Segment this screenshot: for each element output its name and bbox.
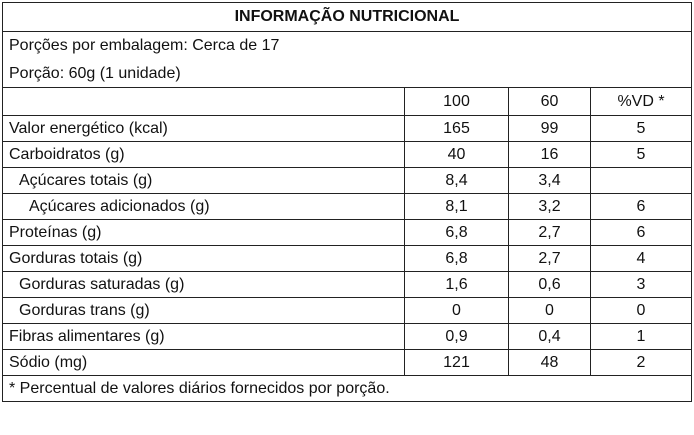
nutrient-value: 0 — [508, 297, 591, 324]
nutrition-table: INFORMAÇÃO NUTRICIONAL Porções por embal… — [2, 2, 692, 402]
nutrient-value: 0,4 — [508, 323, 591, 350]
header-blank — [2, 87, 405, 116]
nutrient-value: 40 — [404, 141, 509, 168]
title: INFORMAÇÃO NUTRICIONAL — [2, 2, 692, 32]
nutrient-name: Fibras alimentares (g) — [2, 323, 405, 350]
nutrient-row: Valor energético (kcal) 165 99 5 — [2, 115, 692, 142]
nutrient-value: 2,7 — [508, 245, 591, 272]
nutrient-value: 6,8 — [404, 219, 509, 246]
nutrient-row: Açúcares totais (g) 8,4 3,4 — [2, 167, 692, 194]
nutrient-value: 0,6 — [508, 271, 591, 298]
nutrient-name: Gorduras totais (g) — [2, 245, 405, 272]
nutrient-value: 4 — [590, 245, 692, 272]
nutrient-value: 3 — [590, 271, 692, 298]
nutrient-name: Gorduras saturadas (g) — [2, 271, 405, 298]
footnote-row: * Percentual de valores diários fornecid… — [2, 375, 692, 402]
nutrient-value: 2,7 — [508, 219, 591, 246]
table-body: INFORMAÇÃO NUTRICIONAL Porções por embal… — [2, 2, 692, 402]
nutrient-value: 5 — [590, 115, 692, 142]
nutrient-row: Sódio (mg) 121 48 2 — [2, 349, 692, 376]
nutrient-name: Valor energético (kcal) — [2, 115, 405, 142]
column-header: 60 — [508, 87, 591, 116]
nutrient-value: 165 — [404, 115, 509, 142]
nutrient-value: 1,6 — [404, 271, 509, 298]
nutrient-name: Açúcares totais (g) — [2, 167, 405, 194]
nutrient-value: 0 — [590, 297, 692, 324]
nutrient-value: 6,8 — [404, 245, 509, 272]
nutrient-value: 0,9 — [404, 323, 509, 350]
nutrient-row: Proteínas (g) 6,8 2,7 6 — [2, 219, 692, 246]
nutrient-value: 3,4 — [508, 167, 591, 194]
nutrient-value: 0 — [404, 297, 509, 324]
nutrient-row: Gorduras totais (g) 6,8 2,7 4 — [2, 245, 692, 272]
nutrient-row: Açúcares adicionados (g) 8,1 3,2 6 — [2, 193, 692, 220]
nutrient-value: 8,4 — [404, 167, 509, 194]
nutrient-value: 6 — [590, 193, 692, 220]
nutrient-value: 3,2 — [508, 193, 591, 220]
nutrient-name: Açúcares adicionados (g) — [2, 193, 405, 220]
nutrient-row: Gorduras trans (g) 0 0 0 — [2, 297, 692, 324]
nutrient-value: 99 — [508, 115, 591, 142]
nutrient-value: 16 — [508, 141, 591, 168]
nutrient-name: Gorduras trans (g) — [2, 297, 405, 324]
portion-row: Porção: 60g (1 unidade) — [2, 60, 692, 88]
portion: Porção: 60g (1 unidade) — [2, 60, 692, 88]
nutrient-name: Carboidratos (g) — [2, 141, 405, 168]
nutrient-value: 121 — [404, 349, 509, 376]
column-header: 100 — [404, 87, 509, 116]
nutrient-row: Carboidratos (g) 40 16 5 — [2, 141, 692, 168]
nutrient-value: 2 — [590, 349, 692, 376]
nutrient-value: 8,1 — [404, 193, 509, 220]
nutrient-value: 5 — [590, 141, 692, 168]
column-header: %VD * — [590, 87, 692, 116]
nutrient-row: Fibras alimentares (g) 0,9 0,4 1 — [2, 323, 692, 350]
nutrient-value: 6 — [590, 219, 692, 246]
column-header-row: 100 60 %VD * — [2, 87, 692, 116]
footnote: * Percentual de valores diários fornecid… — [2, 375, 692, 402]
nutrient-name: Sódio (mg) — [2, 349, 405, 376]
portions-row: Porções por embalagem: Cerca de 17 — [2, 31, 692, 60]
nutrient-value: 48 — [508, 349, 591, 376]
portions: Porções por embalagem: Cerca de 17 — [2, 31, 692, 60]
nutrient-value — [590, 167, 692, 194]
nutrient-row: Gorduras saturadas (g) 1,6 0,6 3 — [2, 271, 692, 298]
nutrient-name: Proteínas (g) — [2, 219, 405, 246]
title-row: INFORMAÇÃO NUTRICIONAL — [2, 2, 692, 32]
nutrient-value: 1 — [590, 323, 692, 350]
